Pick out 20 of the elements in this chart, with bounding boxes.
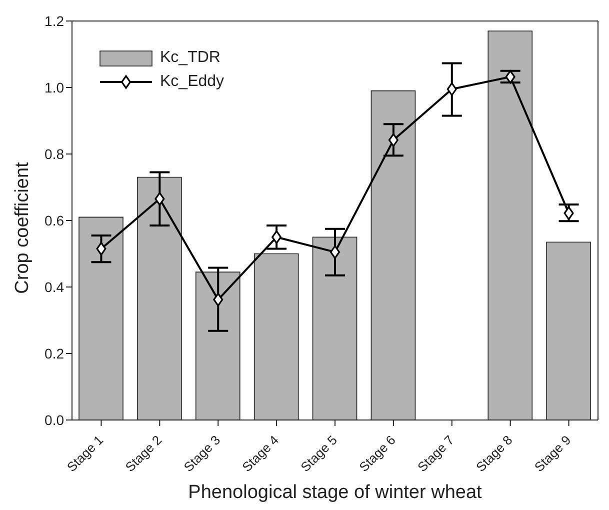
y-tick-label: 0.8 bbox=[44, 146, 64, 162]
point bbox=[213, 292, 224, 306]
x-axis-title: Phenological stage of winter wheat bbox=[188, 482, 483, 503]
point bbox=[272, 230, 282, 244]
point bbox=[388, 133, 398, 147]
legend-label: Kc_Eddy bbox=[160, 73, 224, 91]
point bbox=[330, 245, 340, 259]
y-tick-label: 0.4 bbox=[44, 278, 64, 295]
point bbox=[564, 206, 574, 220]
point bbox=[154, 192, 165, 206]
point bbox=[96, 242, 106, 256]
y-tick-label: 0.2 bbox=[44, 345, 64, 362]
y-axis-title: Crop coefficient bbox=[12, 161, 33, 294]
y-tick-label: 1.2 bbox=[44, 12, 64, 29]
legend-label: Kc_TDR bbox=[160, 49, 220, 67]
y-tick-label: 1.0 bbox=[44, 79, 64, 96]
point bbox=[505, 70, 516, 84]
y-tick-label: 0.0 bbox=[44, 412, 64, 428]
point bbox=[446, 82, 457, 96]
y-tick-label: 0.6 bbox=[44, 212, 64, 228]
